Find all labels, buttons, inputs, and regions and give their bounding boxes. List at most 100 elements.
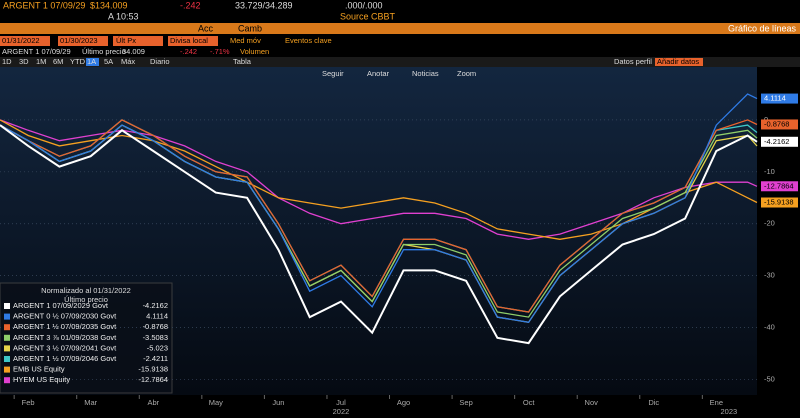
bid-ask: 33.729/34.289 <box>235 0 293 10</box>
legend-subtitle: Último precio <box>64 295 108 304</box>
info-volume: Volumen <box>240 47 269 56</box>
option[interactable]: Med móv <box>230 36 261 45</box>
series-line <box>0 119 758 313</box>
range-selected <box>86 58 99 66</box>
currency: Divisa local <box>170 36 208 45</box>
x-tick-label: Ene <box>710 398 723 407</box>
year-label: 2023 <box>721 407 738 416</box>
end-label-box <box>761 119 798 130</box>
toolbar-button[interactable]: Camb <box>238 23 262 33</box>
range-button[interactable]: Máx <box>121 57 135 66</box>
legend-swatch <box>4 345 10 352</box>
date-field[interactable] <box>58 36 108 46</box>
field-select[interactable] <box>113 36 163 46</box>
x-tick-label: Oct <box>523 398 536 407</box>
legend-label: ARGENT 1 ½ 07/09/2035 Govt <box>13 322 117 331</box>
end-label-box <box>761 136 798 147</box>
currency-select[interactable] <box>168 36 218 46</box>
legend-swatch <box>4 356 10 362</box>
info-security: ARGENT 1 07/09/29 <box>2 47 71 56</box>
end-label-box <box>761 181 798 192</box>
y-tick-label: -40 <box>764 323 775 332</box>
toolbar-button[interactable]: Acc <box>198 23 214 33</box>
legend-value: -5.023 <box>147 343 168 352</box>
legend-value: -0.8768 <box>143 322 168 331</box>
chart-tool[interactable]: Zoom <box>457 69 476 78</box>
end-label: -0.8768 <box>764 119 789 128</box>
range-button[interactable]: 3D <box>19 57 29 66</box>
legend-swatch <box>4 324 10 331</box>
start-date: 01/31/2022 <box>2 36 40 45</box>
legend-value: -15.9138 <box>138 365 168 374</box>
y-tick-label: -20 <box>764 219 775 228</box>
series-line <box>0 119 758 240</box>
chart-tool[interactable]: Noticias <box>412 69 439 78</box>
legend-label: HYEM US Equity <box>13 375 70 384</box>
series-line <box>0 93 758 324</box>
range-button[interactable]: 6M <box>53 57 63 66</box>
x-tick-label: Jul <box>336 398 346 407</box>
x-tick-label: Jun <box>272 398 284 407</box>
option[interactable]: Eventos clave <box>285 36 332 45</box>
range-button[interactable]: 1M <box>36 57 46 66</box>
end-label-box <box>761 93 798 104</box>
y-tick-label: -50 <box>764 374 775 383</box>
y-tick-label: 0 <box>764 115 768 124</box>
x-tick-label: Ago <box>397 398 410 407</box>
legend-label: ARGENT 1 07/09/2029 Govt <box>13 301 109 310</box>
security: ARGENT 1 07/09/29 <box>3 0 85 10</box>
x-tick-label: Nov <box>585 398 599 407</box>
end-label: -4.2162 <box>764 137 789 146</box>
frequency[interactable]: Diario <box>150 57 170 66</box>
year-label: 2022 <box>333 407 350 416</box>
time: A 10:53 <box>108 11 139 21</box>
field: Últ Px <box>116 36 136 45</box>
legend-label: ARGENT 3 ½ 07/09/2041 Govt <box>13 343 117 352</box>
end-label: -12.7864 <box>764 181 794 190</box>
legend-swatch <box>4 366 10 373</box>
add-data: Añadir datos <box>657 57 699 66</box>
table-button[interactable]: Tabla <box>233 57 252 66</box>
legend-value: -4.2162 <box>143 301 168 310</box>
end-label-box <box>761 197 798 208</box>
legend-label: ARGENT 1 ½ 07/09/2046 Govt <box>13 354 117 363</box>
range-button[interactable]: 5A <box>104 57 113 66</box>
x-tick-label: May <box>209 398 223 407</box>
range-button[interactable]: 1D <box>2 57 12 66</box>
legend-title: Normalizado al 01/31/2022 <box>41 286 131 295</box>
end-date: 01/30/2023 <box>60 36 98 45</box>
toolbar <box>0 23 800 34</box>
legend-value: -2.4211 <box>143 354 168 363</box>
info-value: 34.009 <box>122 47 145 56</box>
range-button[interactable]: 1A <box>87 57 96 66</box>
y-tick-label: -30 <box>764 271 775 280</box>
series-line <box>0 124 758 345</box>
profile-button[interactable]: Datos perfil <box>614 57 652 66</box>
x-tick-label: Feb <box>22 398 35 407</box>
add-data-field[interactable] <box>655 58 703 66</box>
source: Source CBBT <box>340 11 396 21</box>
x-tick-label: Dic <box>648 398 659 407</box>
legend-swatch <box>4 334 10 341</box>
x-tick-label: Mar <box>84 398 97 407</box>
legend-label: ARGENT 3 ⅞ 01/09/2038 Govt <box>13 333 117 342</box>
legend-value: -3.5083 <box>143 333 168 342</box>
info-pct: -.71% <box>210 47 230 56</box>
date-field[interactable] <box>0 36 50 46</box>
legend-box <box>0 282 173 394</box>
info-label: Último precio <box>82 47 126 56</box>
legend-swatch <box>4 377 10 384</box>
legend-label: ARGENT 0 ½ 07/09/2030 Govt <box>13 312 117 321</box>
x-tick-label: Sep <box>459 398 472 407</box>
yield: .000/.000 <box>345 0 383 10</box>
range-bar <box>0 57 800 67</box>
chart-tool[interactable]: Anotar <box>367 69 390 78</box>
change: -.242 <box>180 0 201 10</box>
end-label: -15.9138 <box>764 197 794 206</box>
end-label: 4.1114 <box>764 94 786 103</box>
y-tick-label: -10 <box>764 167 775 176</box>
legend-value: -12.7864 <box>138 375 168 384</box>
chart-tool[interactable]: Seguir <box>322 69 344 78</box>
range-button[interactable]: YTD <box>70 57 86 66</box>
